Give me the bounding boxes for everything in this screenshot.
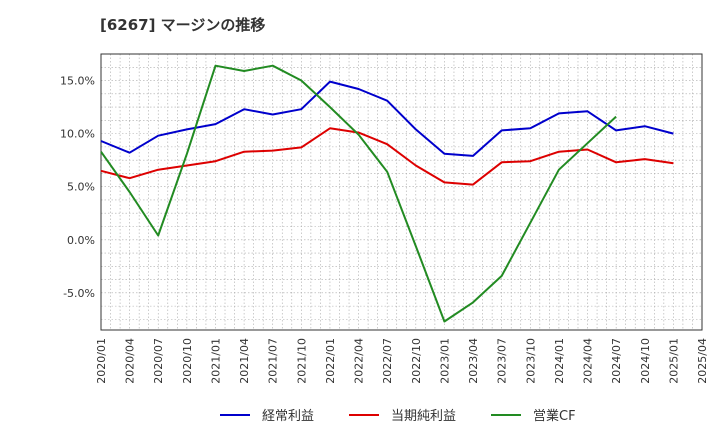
plot-border [100, 53, 703, 331]
x-tick-label: 2024/10 [639, 338, 652, 384]
chart-title: [6267] マージンの推移 [100, 16, 266, 34]
x-tick-label: 2022/10 [410, 338, 423, 384]
x-tick-label: 2021/04 [238, 338, 251, 384]
y-tick-label: -5.0% [63, 287, 95, 300]
x-tick-label: 2022/07 [381, 338, 394, 384]
y-tick-label: 10.0% [60, 128, 95, 141]
legend-label-net-income: 当期純利益 [391, 409, 456, 424]
x-tick-label: 2025/04 [696, 338, 709, 384]
x-tick-label: 2021/01 [209, 338, 222, 384]
x-tick-label: 2020/07 [152, 338, 165, 384]
x-tick-label: 2020/10 [181, 338, 194, 384]
plot-area [101, 54, 702, 330]
x-tick-label: 2024/07 [610, 338, 623, 384]
x-tick-label: 2023/10 [524, 338, 537, 384]
y-tick-label: 15.0% [60, 75, 95, 88]
legend-label-operating-cf: 営業CF [533, 408, 576, 424]
x-tick-label: 2024/04 [582, 338, 595, 384]
x-tick-label: 2025/01 [667, 338, 680, 384]
series-line-net-income [100, 127, 674, 186]
y-tick-label: 5.0% [67, 181, 95, 194]
x-tick-label: 2023/07 [496, 338, 509, 384]
x-tick-label: 2022/01 [324, 338, 337, 384]
x-tick-label: 2022/04 [353, 338, 366, 384]
y-tick-label: 0.0% [67, 234, 95, 247]
x-tick-label: 2023/01 [438, 338, 451, 384]
x-tick-label: 2021/10 [295, 338, 308, 384]
x-tick-label: 2020/01 [95, 338, 108, 384]
x-tick-label: 2023/04 [467, 338, 480, 384]
legend-label-ordinary-profit: 経常利益 [262, 409, 314, 424]
x-tick-label: 2021/07 [267, 338, 280, 384]
series-line-operating-cf [100, 64, 617, 323]
x-tick-label: 2024/01 [553, 338, 566, 384]
x-tick-label: 2020/04 [124, 338, 137, 384]
